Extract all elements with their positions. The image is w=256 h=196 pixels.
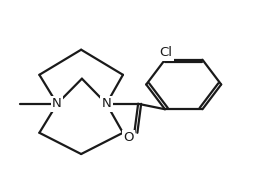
Text: O: O — [123, 131, 134, 144]
Text: N: N — [102, 97, 111, 110]
Text: Cl: Cl — [160, 46, 173, 59]
Text: N: N — [52, 97, 62, 110]
